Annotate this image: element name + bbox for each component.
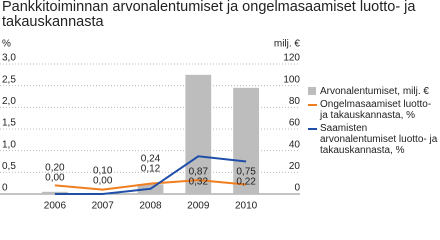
legend-entry: Arvonalentumiset, milj. € <box>306 86 440 97</box>
y-tick-label: 1,5 <box>2 118 16 129</box>
y2-tick-label: 100 <box>283 74 300 85</box>
legend-label: Saamisten arvonalentumiset luotto- ja ta… <box>320 123 438 156</box>
legend-label: Arvonalentumiset, milj. € <box>320 86 429 97</box>
x-tick-label: 2006 <box>44 201 67 212</box>
legend-label: Ongelmasaamiset luotto- ja takauskannast… <box>320 99 432 121</box>
y-tick-label: 0,5 <box>2 161 16 172</box>
x-tick-label: 2009 <box>187 201 210 212</box>
legend-entry: Saamisten arvonalentumiset luotto- ja ta… <box>306 123 440 156</box>
data-label: 0,12 <box>141 164 161 175</box>
data-label: 0,22 <box>236 177 256 188</box>
legend-swatch <box>308 87 316 95</box>
y2-tick-label: 20 <box>289 161 301 172</box>
legend-swatch <box>308 128 317 130</box>
chart-title: Pankkitoiminnan arvonalentumiset ja onge… <box>2 0 416 30</box>
data-label: 0,87 <box>189 167 209 178</box>
bar <box>233 87 260 194</box>
y2-tick-label: 0 <box>294 183 300 194</box>
x-tick-label: 2008 <box>139 201 162 212</box>
y-tick-label: 1,0 <box>2 139 16 150</box>
y2-tick-label: 60 <box>289 118 301 129</box>
chart: % milj. € 0 0,5 1,0 1,5 2,0 2,5 3,0 0 20 40 60 80 10… <box>0 39 301 212</box>
data-label: 0,00 <box>45 173 65 184</box>
bar <box>41 191 68 194</box>
data-label: 0,20 <box>45 163 65 174</box>
bar <box>185 74 212 194</box>
page: Pankkitoiminnan arvonalentumiset ja onge… <box>0 0 440 212</box>
y2-tick-label: 40 <box>289 139 301 150</box>
line <box>54 179 247 191</box>
data-label: 0,10 <box>93 166 113 177</box>
data-label: 0,24 <box>141 154 161 165</box>
data-label: 0,00 <box>93 176 113 187</box>
y2-tick-label: 80 <box>289 96 301 107</box>
data-label: 0,75 <box>236 167 256 178</box>
y-tick-label: 2,5 <box>2 74 16 85</box>
legend-swatch <box>308 104 317 106</box>
legend: Arvonalentumiset, milj. € Ongelmasaamiset… <box>306 86 440 158</box>
y-tick-label: 3,0 <box>2 53 16 64</box>
x-tick-label: 2007 <box>92 201 115 212</box>
y-tick-label: 0 <box>2 183 8 194</box>
y-tick-label: 2,0 <box>2 96 16 107</box>
y2-tick-label: 120 <box>283 53 300 64</box>
y2-axis-label: milj. € <box>274 39 301 50</box>
legend-entry: Ongelmasaamiset luotto- ja takauskannast… <box>306 99 440 121</box>
data-label: 0,32 <box>189 177 209 188</box>
y-axis-label: % <box>2 39 11 50</box>
x-tick-label: 2010 <box>235 201 258 212</box>
line <box>54 155 247 195</box>
